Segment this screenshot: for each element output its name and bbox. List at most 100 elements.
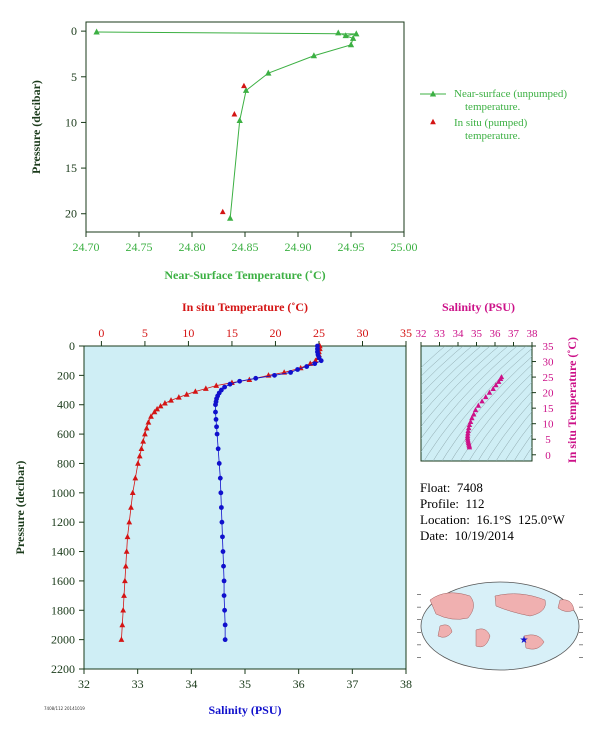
salinity-point xyxy=(222,607,228,613)
salinity-point xyxy=(218,505,224,510)
density-contour xyxy=(486,400,532,461)
legend-label-in-situ-2: temperature. xyxy=(465,130,521,142)
near-surface-point xyxy=(265,69,272,76)
near-surface-point xyxy=(227,214,234,221)
ts-temp-tick-label: 5 xyxy=(545,434,551,446)
legend-label-in-situ-1: In situ (pumped) xyxy=(454,117,528,129)
density-contour xyxy=(423,346,527,461)
salinity-point xyxy=(213,402,218,408)
temp-tick-label: 25 xyxy=(313,326,325,340)
density-contour xyxy=(421,346,482,405)
temperature-point xyxy=(202,385,209,391)
ts-salinity-tick-label: 36 xyxy=(490,328,502,340)
top-x-tick-label: 24.70 xyxy=(73,240,100,254)
near-surface-point xyxy=(347,41,355,48)
temperature-point xyxy=(192,388,199,394)
temperature-point xyxy=(121,592,127,598)
ts-salinity-tick-label: 35 xyxy=(471,328,483,340)
temp-tick-label: 0 xyxy=(98,326,104,340)
temperature-point xyxy=(132,474,139,481)
salinity-point xyxy=(295,367,300,372)
ts-salinity-tick-label: 33 xyxy=(434,328,446,340)
top-y-tick-label: 20 xyxy=(65,207,77,221)
ts-point xyxy=(471,411,477,417)
ts-temp-tick-label: 30 xyxy=(543,357,555,369)
ts-point xyxy=(466,444,473,450)
top-x-tick-label: 24.90 xyxy=(285,240,312,254)
legend-marker-near-surface xyxy=(429,90,437,97)
near-surface-point xyxy=(335,29,342,36)
salinity-point xyxy=(304,364,310,369)
temp-tick-label: 5 xyxy=(142,326,148,340)
ts-temp-tick-label: 20 xyxy=(543,388,555,400)
pressure-tick-label: 1000 xyxy=(51,486,75,500)
density-contour xyxy=(441,356,532,461)
salinity-point xyxy=(213,409,218,415)
density-contour xyxy=(432,348,532,461)
top-x-tick-label: 24.95 xyxy=(338,240,365,254)
temperature-point xyxy=(128,504,134,510)
near-surface-point xyxy=(342,32,349,39)
temperature-point xyxy=(168,397,174,403)
ts-point xyxy=(469,415,475,421)
pressure-tick-label: 1400 xyxy=(51,545,75,559)
main-plot-frame xyxy=(83,345,407,670)
ts-salinity-tick-label: 32 xyxy=(416,328,427,340)
pressure-tick-label: 0 xyxy=(69,339,75,353)
ts-salinity-tick-label: 38 xyxy=(527,328,539,340)
top-x-tick-label: 25.00 xyxy=(391,240,418,254)
temperature-point xyxy=(122,577,128,584)
ts-point xyxy=(465,427,471,433)
temperature-salinity-profile-panel: 0 5 10 15 20 25 30 35 32 33 34 35 36 37 38 0 200 400 600 80… xyxy=(13,300,412,717)
salinity-point xyxy=(221,593,227,598)
temperature-point xyxy=(120,607,127,613)
ts-temp-tick-label: 15 xyxy=(543,403,555,415)
temperature-point xyxy=(148,413,154,419)
salinity-point xyxy=(220,549,226,554)
salinity-point xyxy=(216,461,222,466)
main-y-axis-label: Pressure (decibar) xyxy=(13,461,27,555)
salinity-point xyxy=(312,361,318,367)
salinity-point xyxy=(237,378,243,384)
temperature-point xyxy=(213,382,220,388)
ts-diagram-panel: 32 33 34 35 36 37 38 0 5 10 15 20 25 30 35 Salinity (PS… xyxy=(416,300,580,463)
temperature-point xyxy=(175,394,182,400)
pressure-tick-label: 600 xyxy=(57,427,75,441)
pressure-tick-label: 800 xyxy=(57,456,75,470)
salinity-point xyxy=(222,637,228,643)
near-surface-point xyxy=(353,30,360,37)
temp-tick-label: 10 xyxy=(182,326,194,340)
near-surface-point xyxy=(349,34,357,41)
density-contour xyxy=(421,346,455,377)
ts-point xyxy=(465,430,471,436)
salinity-tick-label: 36 xyxy=(293,677,305,691)
date: Date: 10/19/2014 xyxy=(420,528,514,543)
salinity-point xyxy=(214,424,219,430)
salinity-point xyxy=(221,563,226,569)
temperature-point xyxy=(183,391,190,397)
ts-point xyxy=(466,425,472,431)
top-x-axis-label: Near-Surface Temperature (˚C) xyxy=(164,268,325,282)
temperature-point xyxy=(138,445,145,452)
temperature-point xyxy=(126,518,133,525)
float-location-marker: ★ xyxy=(520,635,529,646)
ts-point xyxy=(466,421,473,428)
profile-number: Profile: 112 xyxy=(420,496,485,511)
density-contours xyxy=(421,346,532,461)
float-id: Float: 7408 xyxy=(420,480,483,495)
ts-temp-axis-label: In situ Temperature (˚C) xyxy=(565,337,579,463)
top-x-tick-label: 24.75 xyxy=(126,240,153,254)
map-landmass xyxy=(437,624,453,638)
ts-point xyxy=(483,393,489,400)
top-x-tick-label: 24.85 xyxy=(232,240,259,254)
ts-point xyxy=(475,402,482,408)
salinity-tick-label: 37 xyxy=(346,677,358,691)
salinity-point xyxy=(253,375,259,381)
salinity-point xyxy=(288,370,294,375)
density-contour xyxy=(421,346,473,395)
in-situ-point xyxy=(241,82,247,89)
footer-code: 7408/112 20141019 xyxy=(44,706,85,711)
in-situ-point xyxy=(219,208,226,215)
legend-label-near-surface-1: Near-surface (unpumped) xyxy=(454,88,567,100)
top-y-tick-label: 0 xyxy=(71,24,77,38)
